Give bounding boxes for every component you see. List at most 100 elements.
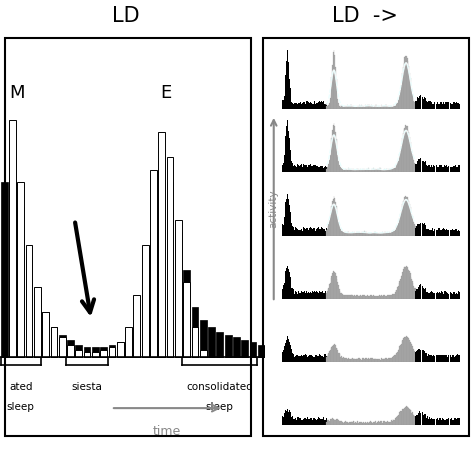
- Bar: [370, 170, 371, 173]
- Bar: [401, 79, 402, 109]
- Bar: [299, 356, 300, 362]
- Bar: [428, 164, 429, 173]
- Bar: [361, 422, 362, 425]
- Bar: [315, 419, 316, 425]
- Bar: [457, 294, 458, 299]
- Bar: [426, 291, 427, 299]
- Bar: [335, 202, 336, 236]
- Bar: [291, 219, 292, 236]
- Bar: [329, 103, 330, 109]
- Text: sleep: sleep: [206, 402, 234, 412]
- Bar: [352, 232, 353, 236]
- Bar: [365, 358, 366, 362]
- Bar: [421, 96, 422, 109]
- Bar: [446, 292, 447, 299]
- Bar: [109, 347, 115, 357]
- Bar: [367, 359, 368, 362]
- Bar: [341, 105, 342, 109]
- Bar: [314, 165, 315, 173]
- Bar: [456, 102, 457, 109]
- Bar: [451, 419, 452, 425]
- Bar: [426, 228, 427, 236]
- Bar: [446, 419, 447, 425]
- Bar: [303, 419, 304, 425]
- Bar: [299, 230, 300, 236]
- Bar: [377, 107, 378, 109]
- Bar: [365, 358, 366, 362]
- Bar: [365, 296, 366, 299]
- Bar: [406, 336, 407, 362]
- Bar: [372, 422, 373, 425]
- Bar: [331, 77, 332, 109]
- Bar: [370, 421, 371, 425]
- Bar: [365, 422, 366, 425]
- Bar: [456, 356, 457, 362]
- Bar: [400, 151, 401, 173]
- Bar: [402, 409, 403, 425]
- Bar: [425, 288, 426, 299]
- Bar: [353, 233, 354, 236]
- Bar: [451, 357, 452, 362]
- Bar: [409, 204, 410, 236]
- Bar: [389, 170, 390, 173]
- Bar: [330, 419, 331, 425]
- Bar: [109, 345, 115, 357]
- Bar: [372, 170, 373, 173]
- Bar: [348, 360, 349, 362]
- Bar: [42, 312, 49, 357]
- Bar: [437, 292, 438, 299]
- Bar: [430, 292, 431, 299]
- Bar: [313, 228, 314, 236]
- Bar: [334, 126, 335, 173]
- Bar: [454, 356, 455, 362]
- Bar: [354, 421, 355, 425]
- Bar: [393, 231, 394, 236]
- Bar: [385, 422, 386, 425]
- Bar: [357, 359, 358, 362]
- Bar: [443, 167, 444, 173]
- Bar: [288, 131, 289, 173]
- Bar: [416, 226, 417, 236]
- Bar: [379, 359, 380, 362]
- Bar: [310, 292, 311, 299]
- Bar: [335, 420, 336, 425]
- Bar: [328, 224, 329, 236]
- Bar: [357, 106, 358, 109]
- Bar: [308, 292, 309, 299]
- Bar: [443, 419, 444, 425]
- Bar: [348, 169, 349, 173]
- Bar: [417, 289, 418, 299]
- Bar: [458, 356, 459, 362]
- Bar: [374, 358, 375, 362]
- Bar: [374, 232, 375, 236]
- Bar: [422, 161, 423, 173]
- Bar: [326, 294, 327, 299]
- Bar: [303, 228, 304, 236]
- Bar: [449, 229, 450, 236]
- Bar: [307, 166, 308, 173]
- Bar: [417, 351, 418, 362]
- Bar: [296, 420, 297, 425]
- Bar: [302, 420, 303, 425]
- Bar: [326, 167, 327, 173]
- Bar: [322, 356, 323, 362]
- Bar: [354, 295, 355, 299]
- Bar: [442, 229, 443, 236]
- Bar: [300, 229, 301, 236]
- Bar: [367, 295, 368, 299]
- Bar: [454, 420, 455, 425]
- Bar: [333, 345, 334, 362]
- Bar: [304, 355, 305, 362]
- Bar: [429, 417, 430, 425]
- Bar: [419, 349, 420, 362]
- Bar: [310, 102, 311, 109]
- Bar: [414, 224, 415, 236]
- Bar: [290, 150, 291, 173]
- Bar: [431, 102, 432, 109]
- Bar: [415, 104, 416, 109]
- Bar: [398, 223, 399, 236]
- Text: siesta: siesta: [72, 382, 102, 392]
- Bar: [427, 229, 428, 236]
- Bar: [316, 229, 317, 236]
- Bar: [395, 229, 396, 236]
